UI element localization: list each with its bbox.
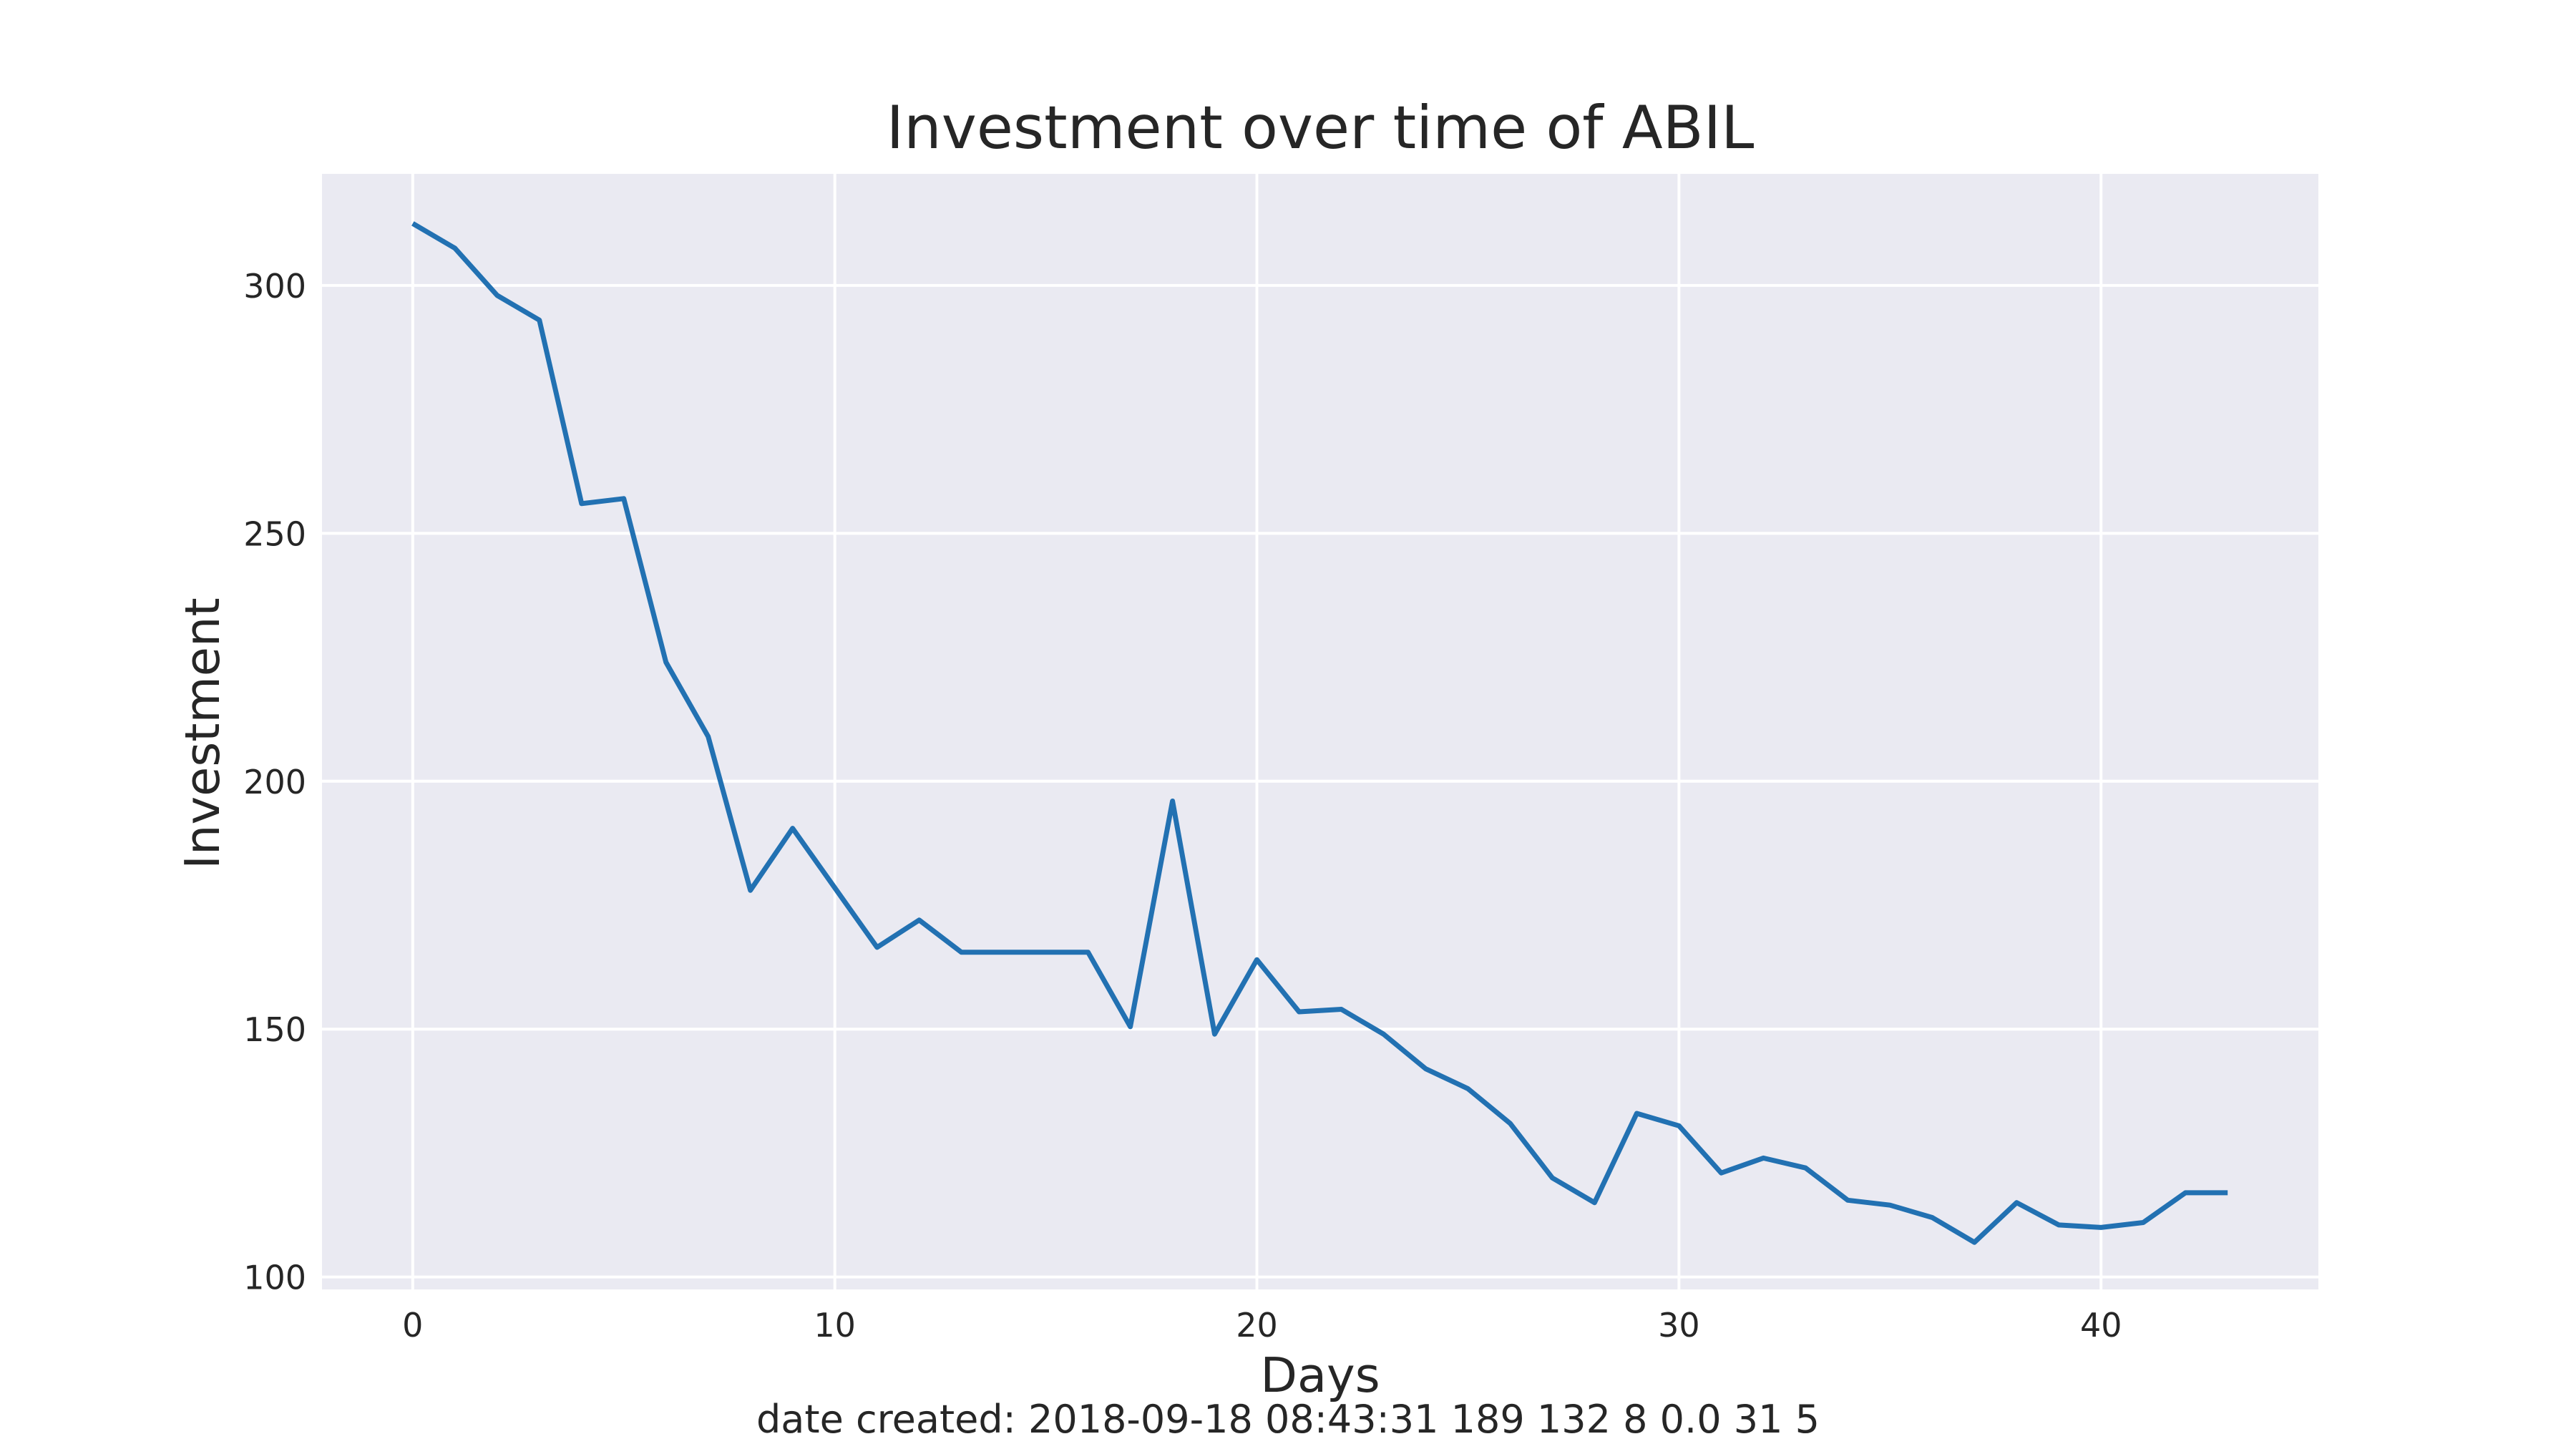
y-axis-label: Investment (175, 597, 230, 869)
y-tick-label: 100 (243, 1259, 306, 1297)
y-tick-label: 200 (243, 763, 306, 801)
x-tick-label: 0 (402, 1306, 423, 1345)
x-axis-label: Days (1260, 1347, 1380, 1403)
x-tick-label: 20 (1236, 1306, 1278, 1345)
series-layer (411, 221, 2228, 1245)
plot-background (322, 174, 2318, 1289)
x-tick-label: 40 (2080, 1306, 2122, 1345)
y-tick-label: 300 (243, 267, 306, 306)
x-tick-label: 30 (1658, 1306, 1700, 1345)
footer-text: date created: 2018-09-18 08:43:31 189 13… (756, 1397, 1820, 1442)
y-tick-label: 250 (243, 514, 306, 553)
grid-lines (322, 174, 2318, 1289)
chart-title: Investment over time of ABIL (887, 93, 1755, 162)
series-line (411, 221, 2228, 1245)
x-tick-label: 10 (814, 1306, 856, 1345)
tick-labels: 0 10 20 30 40 100 150 200 250 300 (243, 267, 2122, 1345)
y-tick-label: 150 (243, 1010, 306, 1049)
